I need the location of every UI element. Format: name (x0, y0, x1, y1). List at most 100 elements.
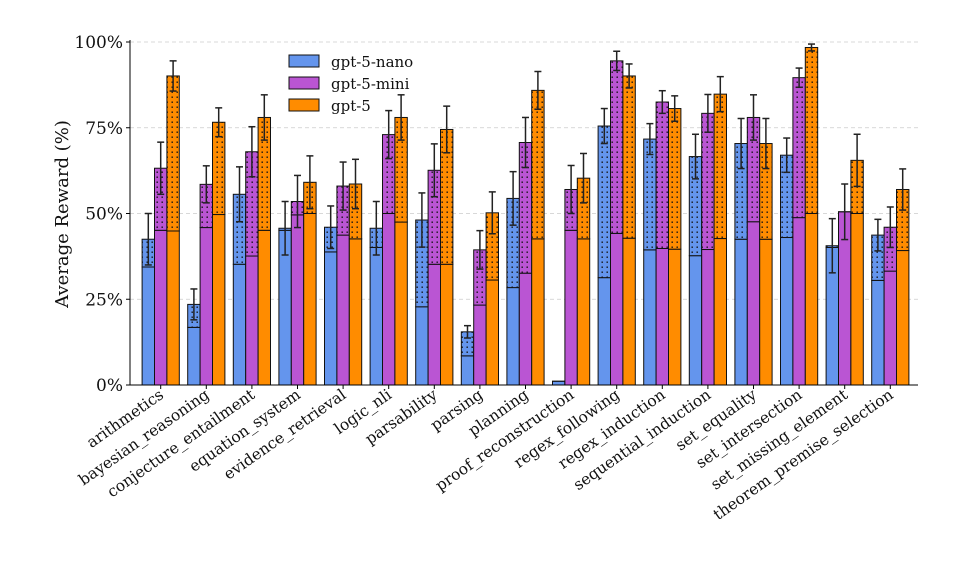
legend-label: gpt-5 (331, 97, 371, 115)
bar-base-gpt-5-mini (382, 213, 396, 386)
bar-base-gpt-5-nano (324, 251, 338, 386)
bar-dots (656, 102, 669, 249)
bar-base-gpt-5-nano (460, 355, 475, 386)
legend-label: gpt-5-nano (331, 53, 413, 71)
bar-dots (577, 178, 590, 239)
bar-base-gpt-5-nano (780, 237, 794, 386)
bar-dots (643, 139, 657, 250)
bar-dots (440, 129, 453, 265)
bar-base-gpt-5 (303, 213, 317, 386)
bar-dots (734, 143, 748, 240)
bar-base-gpt-5 (759, 238, 773, 386)
bar-base-gpt-5-mini (610, 232, 624, 386)
legend-swatch (288, 54, 320, 68)
bar-base-gpt-5 (166, 230, 180, 386)
y-tick-label: 25% (85, 290, 123, 310)
bar-base-gpt-5-nano (141, 266, 156, 386)
y-tick-label: 100% (74, 33, 123, 53)
bar-dots (394, 117, 408, 223)
bar-base-gpt-5-mini (336, 234, 350, 386)
bar-base-gpt-5-nano (734, 238, 748, 386)
bar-dots (349, 184, 362, 239)
bar-dots (598, 126, 611, 278)
bar-dots (714, 94, 727, 239)
bar-base-gpt-5 (440, 263, 454, 386)
bar-base-gpt-5-nano (232, 263, 247, 386)
bar-base-gpt-5 (485, 279, 500, 386)
bar-base-gpt-5 (850, 213, 864, 386)
bar-base-gpt-5-nano (871, 279, 885, 386)
bar-dots (415, 220, 429, 307)
legend-swatch (288, 98, 320, 112)
y-axis-label: Average Reward (%) (52, 120, 73, 309)
bar-base-gpt-5-nano (643, 249, 657, 386)
legend: gpt-5-nano gpt-5-mini gpt-5 (288, 53, 413, 115)
bar-base-gpt-5-mini (701, 249, 715, 386)
bar-base-gpt-5-mini (290, 214, 305, 386)
bar-base-gpt-5 (896, 250, 910, 386)
bar-base-gpt-5 (622, 237, 636, 386)
bar-base-gpt-5-nano (187, 326, 201, 386)
bar-base-gpt-5 (713, 238, 727, 386)
bar-dots (382, 134, 395, 214)
y-tick-label: 50% (85, 205, 123, 225)
bar-dots (792, 77, 806, 218)
bar-dots (759, 143, 773, 240)
bar-dots (233, 194, 246, 265)
bar-dots (473, 249, 487, 306)
bar-dots (506, 198, 520, 288)
bar-base-gpt-5-nano (597, 277, 611, 386)
y-tick-label: 75% (85, 119, 123, 139)
bar-base-gpt-5-mini (154, 229, 168, 386)
bar-dots (531, 90, 545, 239)
bar-base-gpt-5-mini (518, 272, 533, 386)
bar-base-gpt-5-mini (199, 227, 214, 386)
bar-dots (154, 168, 167, 231)
y-tick-label: 0% (96, 376, 123, 396)
bar-dots (610, 60, 623, 234)
bar-dots (258, 117, 271, 231)
bar-dots (428, 170, 441, 265)
bar-dots (668, 108, 681, 250)
bar-base-gpt-5-mini (245, 255, 259, 386)
bar-base-gpt-5 (257, 229, 272, 386)
bar-base-gpt-5 (394, 221, 408, 386)
bar-dots (245, 151, 259, 257)
bar-base-gpt-5 (531, 238, 545, 386)
bar-dots (884, 227, 897, 272)
bar-base-gpt-5-mini (427, 263, 442, 386)
legend-label: gpt-5-mini (331, 75, 410, 93)
bar-dots (871, 235, 885, 281)
bar-base-gpt-5-nano (369, 246, 384, 386)
bar-base-gpt-5 (668, 248, 682, 386)
bar-base-gpt-5-nano (506, 287, 520, 386)
bar-dots (200, 184, 213, 228)
bar-dots (519, 142, 532, 274)
bar-dots (805, 47, 818, 214)
bar-dots (896, 189, 909, 251)
bar-dots (622, 75, 636, 239)
bar-base-gpt-5-mini (655, 247, 669, 386)
bar-base-gpt-5 (576, 238, 591, 386)
bar-dots (701, 113, 715, 250)
bar-base-gpt-5 (212, 214, 226, 386)
bar-dots (212, 122, 225, 215)
bar-base-gpt-5 (348, 238, 363, 386)
bar-base-gpt-5-nano (688, 255, 703, 386)
bar-dots (689, 156, 702, 256)
bar-base-gpt-5-nano (552, 380, 566, 386)
bar-base-gpt-5-mini (792, 217, 806, 386)
bar-dots (166, 75, 180, 231)
bars (141, 43, 910, 386)
bar-base-gpt-5-nano (415, 306, 429, 386)
bar-base-gpt-5-mini (473, 304, 487, 386)
bar-base-gpt-5-mini (564, 229, 578, 386)
bar-dots (486, 212, 499, 281)
bar-base-gpt-5-mini (746, 221, 761, 386)
legend-swatch (288, 76, 320, 90)
bar-base-gpt-5 (804, 213, 819, 386)
bar-dots (747, 117, 760, 222)
bar-base-gpt-5-mini (883, 270, 897, 386)
bar-dots (780, 155, 793, 238)
